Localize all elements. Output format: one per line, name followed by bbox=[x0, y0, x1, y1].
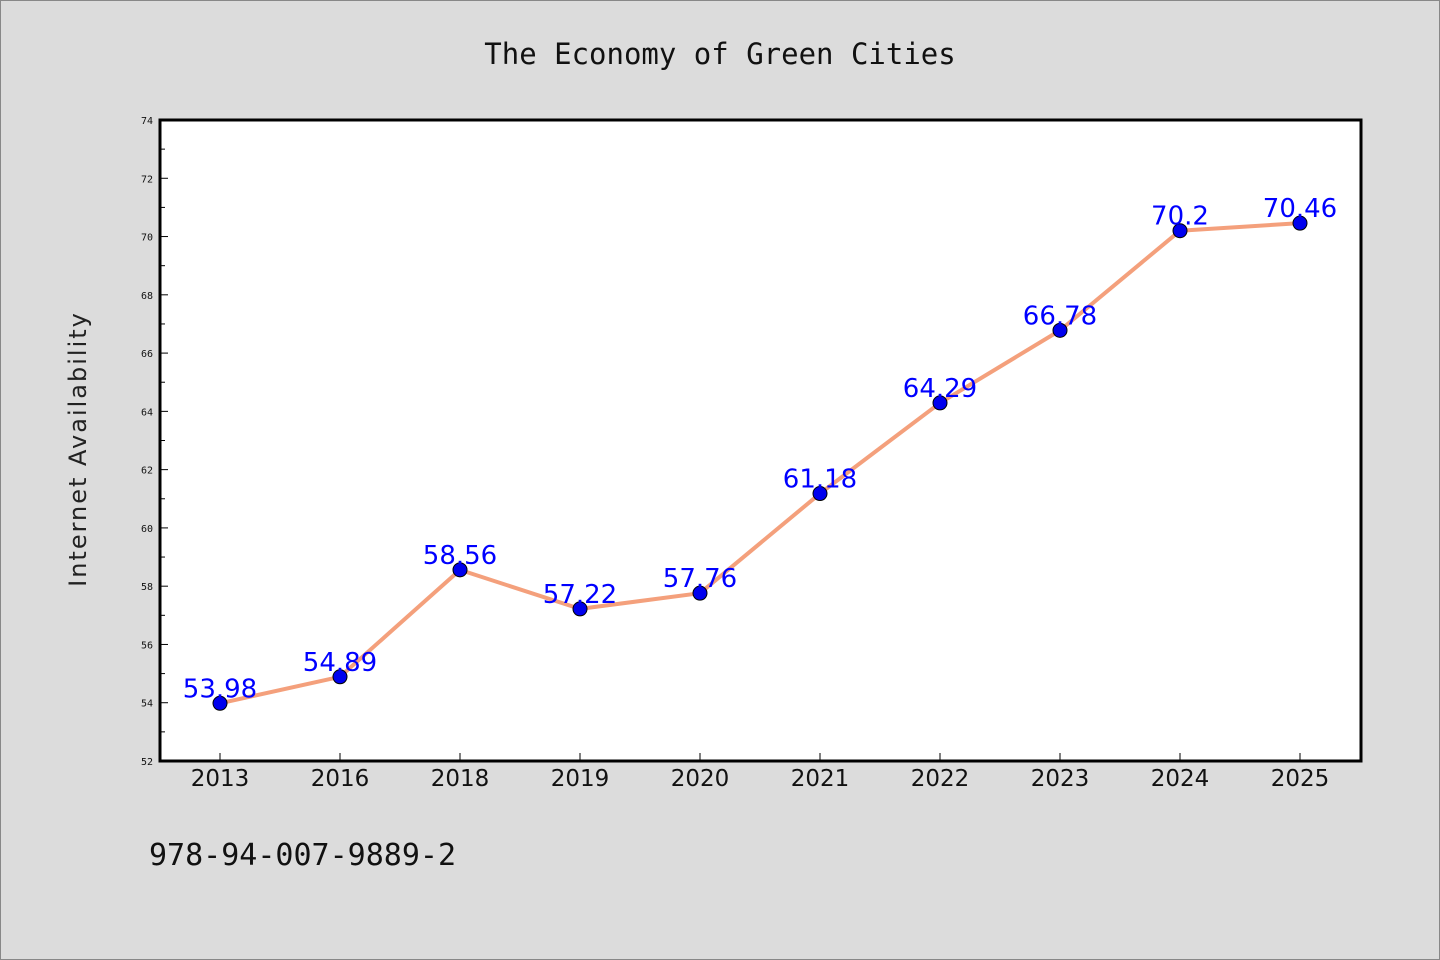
data-label: 66.78 bbox=[1023, 301, 1097, 331]
data-point bbox=[212, 695, 228, 711]
data-labels: 53.98 54.89 58.56 57.22 57.76 61.18 64.29 66.78… bbox=[183, 194, 1337, 704]
x-tick-label: 2023 bbox=[1031, 766, 1090, 792]
y-tick-label: 56 bbox=[141, 640, 153, 651]
x-tick-label: 2016 bbox=[311, 766, 370, 792]
y-tick-label: 68 bbox=[141, 291, 153, 302]
x-tick-label: 2025 bbox=[1271, 766, 1330, 792]
footer-text: 978-94-007-9889-2 bbox=[149, 838, 456, 873]
data-point bbox=[692, 585, 708, 601]
x-axis: 2013 2016 2018 2019 2020 2021 2022 2023 2024 2025 bbox=[191, 753, 1330, 792]
data-point bbox=[1172, 223, 1188, 239]
data-point bbox=[1052, 322, 1068, 338]
y-tick-label: 74 bbox=[141, 116, 153, 127]
y-tick-label: 64 bbox=[141, 407, 153, 418]
data-point bbox=[332, 669, 348, 685]
y-axis: 52 54 56 58 60 62 64 66 68 70 72 74 bbox=[141, 116, 168, 768]
x-tick-label: 2022 bbox=[911, 766, 970, 792]
x-tick-label: 2024 bbox=[1151, 766, 1210, 792]
data-point bbox=[932, 395, 948, 411]
data-point bbox=[452, 562, 468, 578]
y-tick-label: 52 bbox=[141, 757, 153, 768]
y-tick-label: 62 bbox=[141, 466, 153, 477]
series-path bbox=[219, 221, 1301, 706]
x-tick-label: 2018 bbox=[431, 766, 490, 792]
data-label: 70.46 bbox=[1263, 194, 1337, 224]
data-label: 54.89 bbox=[303, 648, 377, 678]
data-label: 64.29 bbox=[903, 374, 977, 404]
x-tick-label: 2021 bbox=[791, 766, 850, 792]
x-tick-label: 2019 bbox=[551, 766, 610, 792]
data-point bbox=[812, 486, 828, 502]
data-label: 58.56 bbox=[423, 541, 497, 571]
chart-title: The Economy of Green Cities bbox=[484, 37, 955, 71]
data-label: 53.98 bbox=[183, 674, 257, 704]
y-tick-label: 72 bbox=[141, 174, 153, 185]
y-tick-label: 70 bbox=[141, 233, 153, 244]
y-axis-label: Internet Availability bbox=[64, 311, 92, 587]
y-tick-label: 54 bbox=[141, 699, 153, 710]
data-point bbox=[1292, 215, 1308, 231]
y-tick-label: 66 bbox=[141, 349, 153, 360]
data-label: 70.2 bbox=[1151, 202, 1209, 232]
x-tick-label: 2020 bbox=[671, 766, 730, 792]
data-label: 57.76 bbox=[663, 564, 737, 594]
y-tick-label: 58 bbox=[141, 582, 153, 593]
y-tick-label: 60 bbox=[141, 524, 153, 535]
data-point bbox=[572, 601, 588, 617]
data-label: 57.22 bbox=[543, 580, 617, 610]
series-line bbox=[212, 215, 1308, 711]
x-tick-label: 2013 bbox=[191, 766, 250, 792]
plot-area bbox=[158, 118, 1363, 763]
data-label: 61.18 bbox=[783, 465, 857, 495]
